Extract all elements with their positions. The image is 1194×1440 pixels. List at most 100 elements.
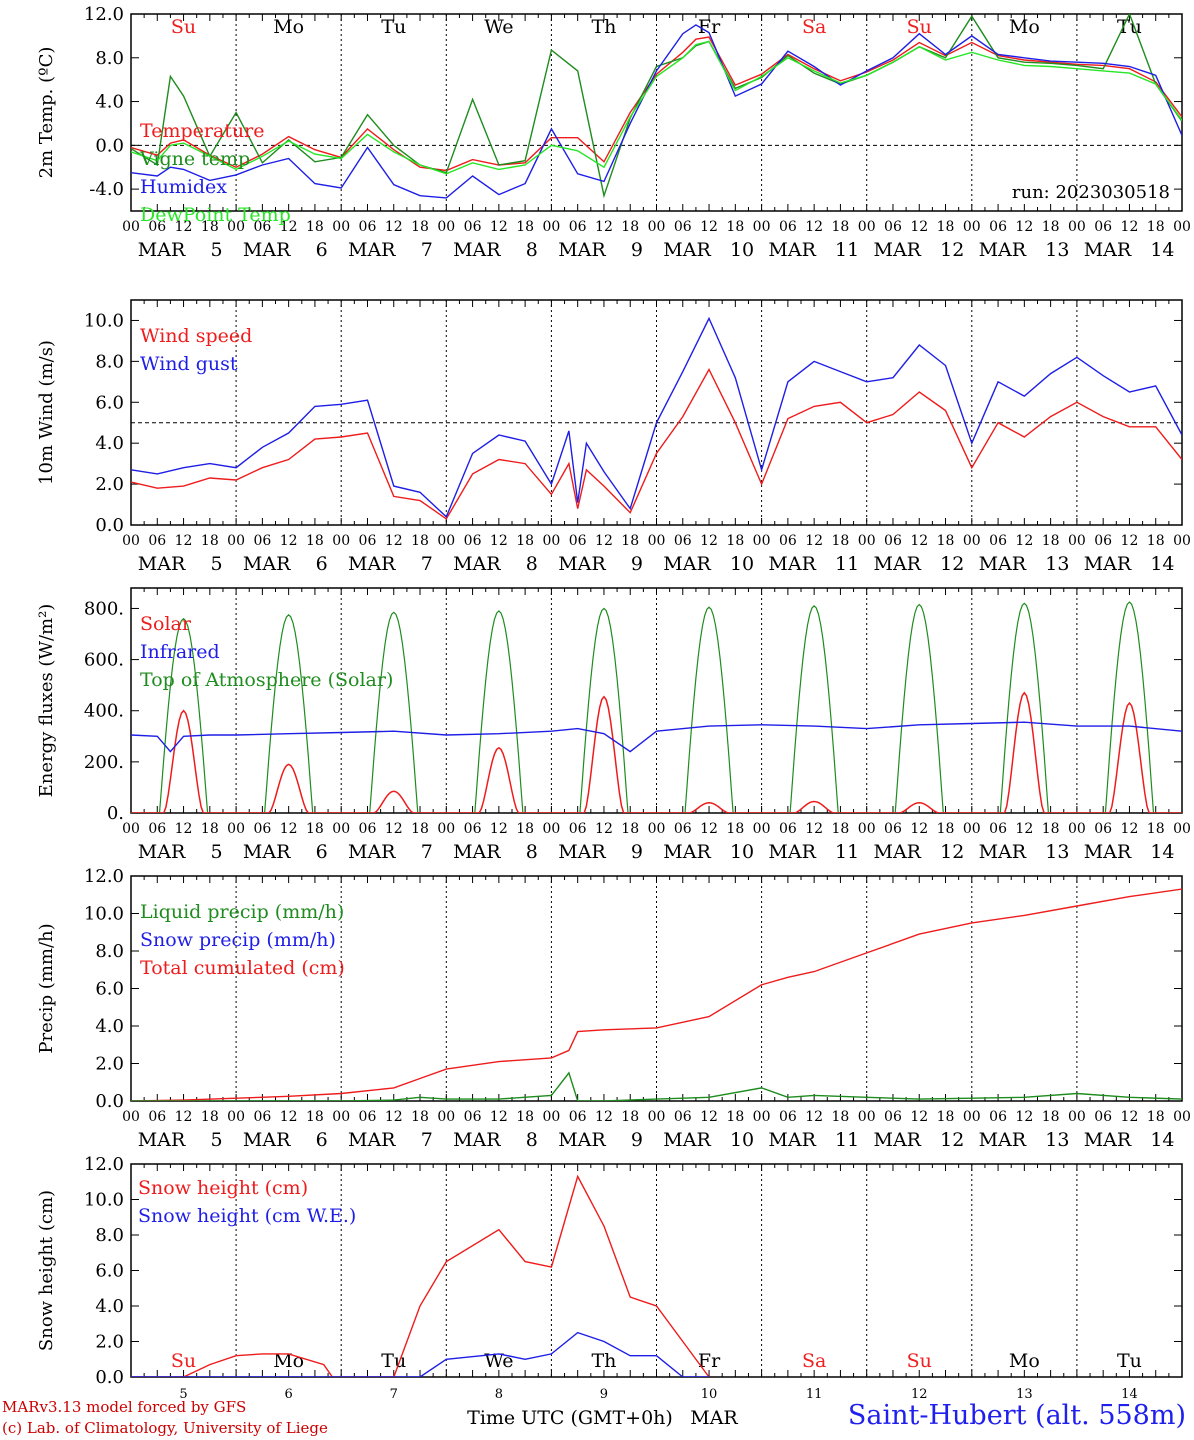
x-hour-label: 12 (1121, 821, 1139, 837)
x-hour-label: 00 (437, 821, 455, 837)
x-date-label: 11 (806, 1387, 823, 1402)
x-date-month: MAR (874, 553, 922, 575)
x-hour-label: 18 (516, 533, 534, 549)
x-date-day: 10 (730, 553, 754, 575)
x-date-day: 8 (526, 239, 538, 261)
y-tick-label: 0. (107, 803, 124, 824)
x-hour-label: 12 (1121, 533, 1139, 549)
series-wind-gust (131, 316, 1182, 518)
x-date-month: MAR (138, 553, 186, 575)
day-name: Tu (1117, 16, 1142, 38)
y-tick-label: 6.0 (95, 392, 124, 413)
x-hour-label: 18 (1042, 533, 1060, 549)
x-hour-label: 12 (175, 821, 193, 837)
x-date-month: MAR (138, 841, 186, 863)
x-date-month: MAR (558, 239, 606, 261)
x-date-month: MAR (1084, 239, 1132, 261)
x-hour-label: 12 (175, 219, 193, 235)
y-axis-label: 2m Temp. (ºC) (36, 47, 57, 179)
y-axis-label: Energy fluxes (W/m²) (36, 604, 57, 798)
x-hour-label: 00 (542, 219, 560, 235)
x-hour-label: 18 (726, 533, 744, 549)
x-date-day: 10 (730, 239, 754, 261)
day-name: Mo (273, 16, 304, 38)
x-hour-label: 18 (1042, 821, 1060, 837)
y-tick-label: 0.0 (95, 135, 124, 156)
x-hour-label: 06 (1094, 219, 1112, 235)
x-hour-label: 00 (648, 1109, 666, 1125)
x-hour-label: 18 (411, 219, 429, 235)
x-hour-label: 12 (700, 1109, 718, 1125)
x-date-day: 11 (835, 841, 859, 863)
x-hour-label: 06 (779, 821, 797, 837)
y-tick-label: 8.0 (95, 1225, 124, 1246)
x-hour-label: 06 (464, 219, 482, 235)
y-tick-label: 400. (84, 701, 124, 722)
x-hour-label: 18 (411, 821, 429, 837)
x-hour-label: 06 (148, 821, 166, 837)
x-hour-label: 06 (779, 1109, 797, 1125)
x-hour-label: 00 (648, 821, 666, 837)
legend-entry: Snow precip (mm/h) (140, 929, 336, 951)
x-date-day: 14 (1150, 239, 1174, 261)
x-hour-label: 00 (227, 219, 245, 235)
x-date-day: 6 (316, 239, 328, 261)
day-name: Th (591, 1350, 616, 1372)
x-hour-label: 12 (805, 219, 823, 235)
x-date-month: MAR (558, 553, 606, 575)
y-tick-label: 10.0 (84, 310, 124, 331)
y-tick-label: 0.0 (95, 1367, 124, 1388)
x-date-label: 9 (600, 1387, 608, 1402)
legend-entry: Top of Atmosphere (Solar) (140, 669, 393, 691)
x-hour-label: 06 (148, 1109, 166, 1125)
x-hour-label: 00 (332, 821, 350, 837)
x-hour-label: 12 (280, 533, 298, 549)
day-name: Fr (698, 16, 721, 38)
x-hour-label: 00 (963, 1109, 981, 1125)
x-date-day: 6 (316, 841, 328, 863)
y-tick-label: -4.0 (89, 179, 124, 200)
x-hour-label: 00 (542, 821, 560, 837)
x-hour-label: 18 (1147, 533, 1165, 549)
y-tick-label: 4.0 (95, 1016, 124, 1037)
x-hour-label: 18 (306, 219, 324, 235)
x-date-month: MAR (874, 239, 922, 261)
x-hour-label: 06 (884, 1109, 902, 1125)
x-hour-label: 06 (989, 1109, 1007, 1125)
x-date-day: 13 (1045, 841, 1069, 863)
x-date-month: MAR (138, 239, 186, 261)
x-hour-label: 12 (595, 219, 613, 235)
x-date-day: 14 (1150, 553, 1174, 575)
x-hour-label: 06 (253, 821, 271, 837)
x-date-month: MAR (348, 841, 396, 863)
credit-lab: (c) Lab. of Climatology, University of L… (2, 1419, 328, 1437)
x-hour-label: 18 (832, 1109, 850, 1125)
x-hour-label: 18 (726, 219, 744, 235)
x-date-month: MAR (453, 553, 501, 575)
panel-4: 0.0 2.0 4.0 6.0 8.0 10.0 12.0 Precip (mm/h) 00 06… (36, 866, 1191, 1151)
x-date-day: 9 (631, 553, 643, 575)
x-hour-label: 12 (910, 821, 928, 837)
x-hour-label: 06 (569, 821, 587, 837)
series-toa-solar (131, 601, 1182, 813)
legend-entry: DewPoint Temp (140, 204, 291, 226)
panel-3: 0. 200. 400. 600. 800. Energy fluxes (W/m²) 00… (36, 587, 1191, 863)
x-date-day: 5 (211, 1129, 223, 1151)
y-tick-label: 8.0 (95, 941, 124, 962)
x-hour-label: 18 (937, 821, 955, 837)
x-hour-label: 00 (122, 821, 140, 837)
x-hour-label: 18 (832, 219, 850, 235)
x-hour-label: 18 (306, 821, 324, 837)
x-hour-label: 12 (175, 533, 193, 549)
legend-entry: Humidex (140, 176, 227, 198)
x-hour-label: 12 (1015, 1109, 1033, 1125)
x-date-label: 10 (701, 1387, 718, 1402)
x-date-day: 12 (940, 553, 964, 575)
station-title: Saint-Hubert (alt. 558m) (847, 1400, 1186, 1431)
x-hour-label: 00 (332, 219, 350, 235)
x-hour-label: 12 (700, 533, 718, 549)
x-date-month: MAR (1084, 553, 1132, 575)
x-hour-label: 00 (648, 533, 666, 549)
x-hour-label: 12 (700, 821, 718, 837)
